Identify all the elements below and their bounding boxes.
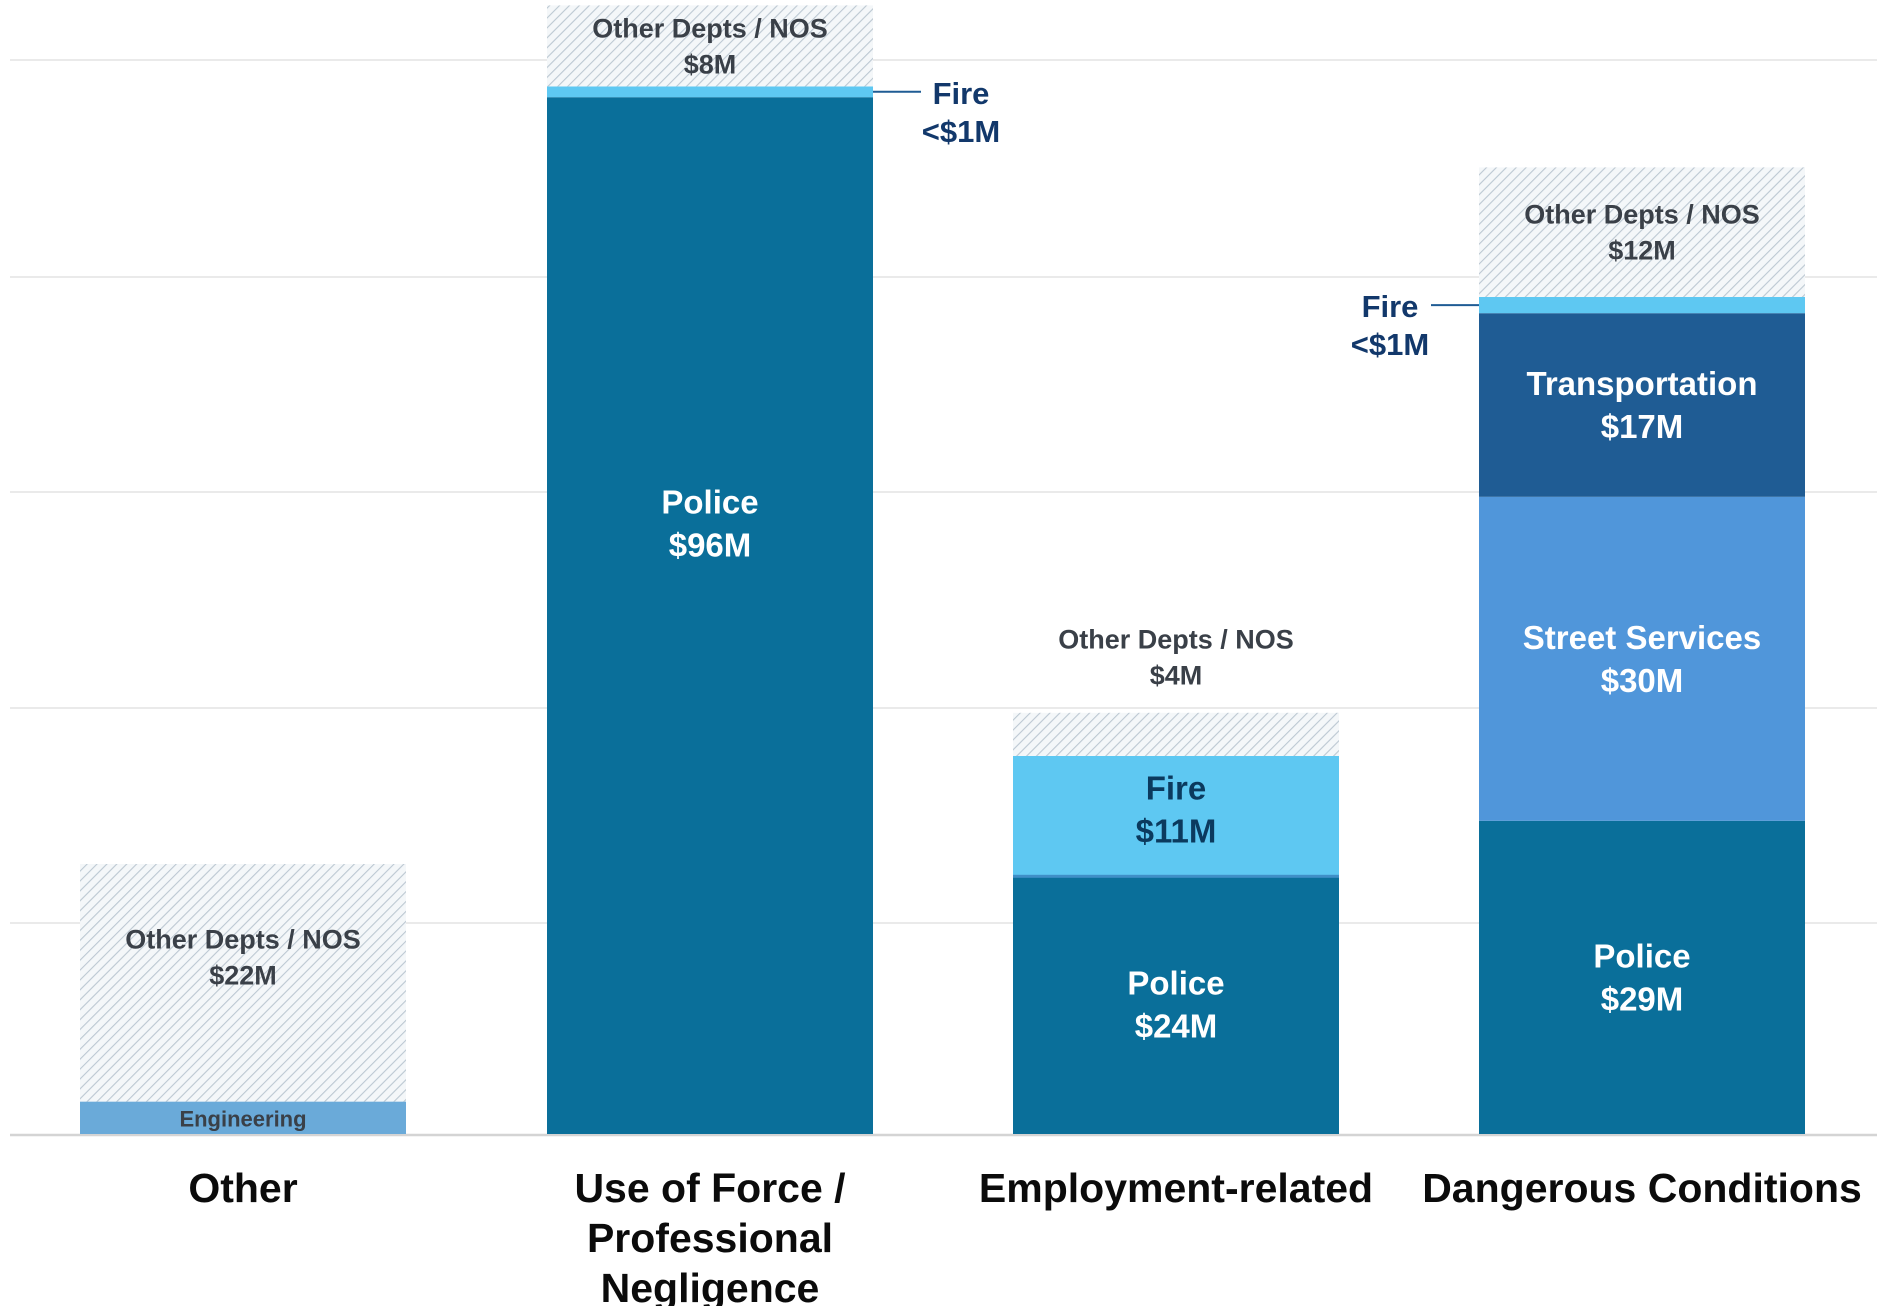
segment-label-employment-related-other-depts-nos-line-1: Other Depts / NOS [1058, 624, 1294, 654]
bar-segment-employment-related-other-depts-nos [1013, 712, 1339, 756]
category-label-employment-related-line-1: Employment-related [979, 1165, 1373, 1211]
callout-label-use-of-force-professional-negligence-line-2: <$1M [922, 114, 1000, 149]
segment-label-employment-related-other-depts-nos-line-2: $4M [1150, 660, 1203, 690]
category-labels: Other Use of Force /ProfessionalNegligenc… [188, 1165, 1861, 1306]
bar-segment-dangerous-conditions-police [1479, 820, 1805, 1134]
segment-label-other-other-depts-nos-line-2: $22M [209, 960, 277, 990]
segment-label-use-of-force-professional-negligence-police-line-2: $96M [669, 527, 752, 564]
callout-label-use-of-force-professional-negligence-line-1: Fire [933, 76, 990, 111]
segment-label-dangerous-conditions-other-depts-nos-line-2: $12M [1608, 236, 1676, 266]
bar-segment-use-of-force-professional-negligence-police [547, 97, 873, 1135]
segment-label-dangerous-conditions-police-line-2: $29M [1601, 980, 1684, 1017]
category-label-other-line-1: Other [188, 1165, 297, 1211]
segment-label-employment-related-fire-line-2: $11M [1136, 812, 1217, 849]
segment-label-employment-related-fire-line-1: Fire [1146, 769, 1207, 806]
segment-label-use-of-force-professional-negligence-other-depts-nos-line-1: Other Depts / NOS [592, 13, 828, 43]
callout-label-dangerous-conditions-line-1: Fire [1362, 289, 1419, 324]
bars [80, 5, 1805, 1135]
segment-label-use-of-force-professional-negligence-police-line-1: Police [661, 484, 758, 521]
segment-label-use-of-force-professional-negligence-other-depts-nos-line-2: $8M [684, 49, 737, 79]
segment-label-dangerous-conditions-street-services-line-1: Street Services [1523, 619, 1762, 656]
segment-label-dangerous-conditions-police-line-1: Police [1593, 937, 1690, 974]
segment-label-employment-related-police-line-1: Police [1127, 964, 1224, 1001]
bar-segment-use-of-force-professional-negligence-fire [547, 86, 873, 98]
segment-labels: Engineering Other Depts / NOS $22M Police $9… [125, 13, 1761, 1131]
bar-segment-other-other-depts-nos [80, 864, 406, 1102]
category-label-dangerous-conditions-line-1: Dangerous Conditions [1422, 1165, 1862, 1211]
segment-label-dangerous-conditions-street-services-line-2: $30M [1601, 662, 1684, 699]
bar-segment-dangerous-conditions-transportation [1479, 313, 1805, 497]
segment-label-dangerous-conditions-transportation-line-1: Transportation [1526, 365, 1757, 402]
bar-segment-other-engineering [80, 1101, 406, 1134]
segment-label-other-other-depts-nos-line-1: Other Depts / NOS [125, 924, 361, 954]
category-label-use-of-force-professional-negligence-line-3: Negligence [601, 1265, 820, 1306]
segment-label-employment-related-police-line-2: $24M [1135, 1007, 1218, 1044]
segment-label-dangerous-conditions-other-depts-nos-line-1: Other Depts / NOS [1524, 200, 1760, 230]
bar-segment-employment-related-fire [1013, 756, 1339, 875]
bar-segment-use-of-force-professional-negligence-other-depts-nos [547, 5, 873, 87]
category-label-use-of-force-professional-negligence-line-1: Use of Force / [574, 1165, 845, 1211]
bar-segment-dangerous-conditions-street-services [1479, 496, 1805, 821]
callout-label-dangerous-conditions-line-2: <$1M [1351, 327, 1429, 362]
segment-label-dangerous-conditions-transportation-line-2: $17M [1601, 408, 1684, 445]
bar-segment-employment-related-police [1013, 874, 1339, 1134]
bar-segment-dangerous-conditions-other-depts-nos [1479, 167, 1805, 297]
category-label-use-of-force-professional-negligence-line-2: Professional [587, 1215, 833, 1261]
segment-label-other-engineering-line-1: Engineering [179, 1107, 306, 1132]
bar-segment-dangerous-conditions-fire [1479, 297, 1805, 314]
